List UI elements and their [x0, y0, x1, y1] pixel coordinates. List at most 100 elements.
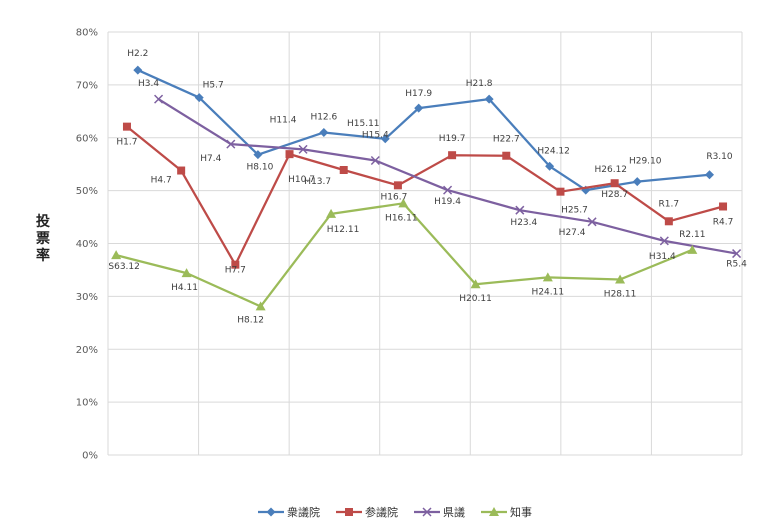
data-point-x	[226, 139, 236, 149]
point-label: S63.12	[108, 262, 139, 272]
point-label: H15.4	[362, 130, 389, 140]
legend-swatch	[414, 507, 440, 517]
data-point-x	[422, 507, 432, 517]
point-label: H3.4	[138, 79, 159, 89]
point-label: H1.7	[116, 138, 137, 148]
point-label: H13.7	[304, 177, 331, 187]
data-point-x	[515, 205, 525, 215]
point-label: H21.8	[466, 79, 493, 89]
data-point-diamond	[266, 507, 276, 517]
point-label: H8.10	[247, 163, 274, 173]
point-label: H24.11	[532, 287, 565, 297]
y-axis-tick-labels: 0% 10% 20% 30% 40% 50% 60% 70% 80%	[76, 28, 98, 462]
data-point-x	[732, 249, 742, 259]
data-point-triangle	[687, 244, 698, 254]
series-3	[154, 94, 742, 259]
point-label: H5.7	[203, 81, 224, 91]
y-tick-label: 30%	[76, 292, 98, 303]
data-point-square	[122, 122, 131, 131]
point-label: H28.7	[601, 190, 628, 200]
data-point-diamond	[484, 94, 494, 104]
data-point-square	[393, 181, 402, 190]
point-label: R3.10	[706, 152, 733, 162]
point-label: H8.12	[237, 315, 264, 325]
series-line	[157, 98, 737, 255]
point-label: H27.4	[559, 228, 586, 238]
point-label: H7.7	[225, 266, 246, 276]
point-label: H12.6	[310, 112, 337, 122]
data-point-diamond	[632, 177, 642, 187]
point-label: H17.9	[405, 89, 432, 99]
series-layer	[111, 65, 742, 311]
point-label: H26.12	[594, 165, 627, 175]
point-label: H25.7	[561, 206, 588, 216]
point-label: H19.4	[434, 197, 461, 207]
data-point-square	[231, 260, 240, 269]
data-point-x	[370, 155, 380, 166]
data-point-square	[339, 166, 348, 175]
y-tick-label: 70%	[76, 80, 98, 91]
point-label: H22.7	[493, 135, 520, 145]
point-label: H24.12	[537, 146, 570, 156]
point-label: H29.10	[629, 157, 662, 167]
point-label: H2.2	[127, 49, 148, 59]
series-4	[111, 198, 698, 311]
y-tick-label: 80%	[76, 28, 98, 39]
legend-label: 県議	[443, 506, 465, 519]
data-point-triangle	[255, 301, 266, 311]
point-label: H31.4	[649, 252, 676, 262]
y-tick-label: 20%	[76, 345, 98, 356]
data-point-square	[177, 166, 186, 175]
data-point-triangle	[398, 198, 409, 208]
y-tick-label: 10%	[76, 398, 98, 409]
horizontal-gridlines	[108, 31, 742, 456]
point-label: H20.11	[459, 294, 492, 304]
data-point-square	[285, 150, 294, 159]
data-point-triangle	[615, 274, 626, 284]
series-1	[133, 65, 714, 195]
point-label: R4.7	[713, 217, 734, 227]
y-tick-label: 40%	[76, 239, 98, 250]
point-label: H15.11	[347, 119, 380, 129]
data-point-x	[443, 185, 453, 195]
point-labels: H2.2 H5.7 H8.10 H12.6 H15.11 H17.9 H21.8 H24.12…	[108, 49, 747, 325]
data-point-diamond	[194, 93, 204, 103]
point-label: H16.7	[380, 192, 407, 202]
legend-item: 衆議院	[258, 504, 320, 520]
data-point-square	[664, 217, 673, 226]
point-label: R2.11	[679, 230, 705, 240]
data-point-triangle	[111, 250, 122, 260]
data-point-diamond	[704, 170, 714, 180]
point-label: H16.11	[385, 213, 418, 223]
point-label: H23.4	[510, 218, 537, 228]
data-point-square	[448, 151, 457, 160]
legend-item: 参議院	[336, 504, 398, 520]
legend-swatch	[481, 507, 507, 516]
data-point-triangle	[542, 272, 553, 282]
data-point-square	[502, 151, 511, 160]
legend-item: 県議	[414, 504, 465, 520]
data-point-triangle	[326, 208, 337, 218]
data-point-square	[556, 187, 565, 196]
data-point-x	[659, 236, 669, 246]
data-point-diamond	[414, 103, 424, 113]
point-label: H7.4	[200, 154, 221, 164]
point-label: H12.11	[327, 225, 360, 235]
data-point-diamond	[253, 150, 263, 160]
legend-label: 参議院	[365, 506, 398, 519]
data-point-diamond	[380, 134, 390, 144]
data-point-square	[610, 179, 619, 188]
data-point-triangle	[470, 279, 481, 289]
series-line	[126, 125, 724, 266]
point-label: H4.7	[151, 176, 172, 186]
data-point-diamond	[319, 127, 329, 137]
series-2	[122, 122, 728, 269]
data-point-x	[154, 94, 164, 104]
y-tick-label: 50%	[76, 186, 98, 197]
point-label: R5.4	[726, 260, 747, 270]
data-point-triangle	[181, 268, 192, 278]
point-label: H10.7	[288, 175, 315, 185]
y-tick-label: 60%	[76, 133, 98, 144]
y-tick-label: 0%	[82, 451, 98, 462]
point-label: R1.7	[659, 199, 680, 209]
